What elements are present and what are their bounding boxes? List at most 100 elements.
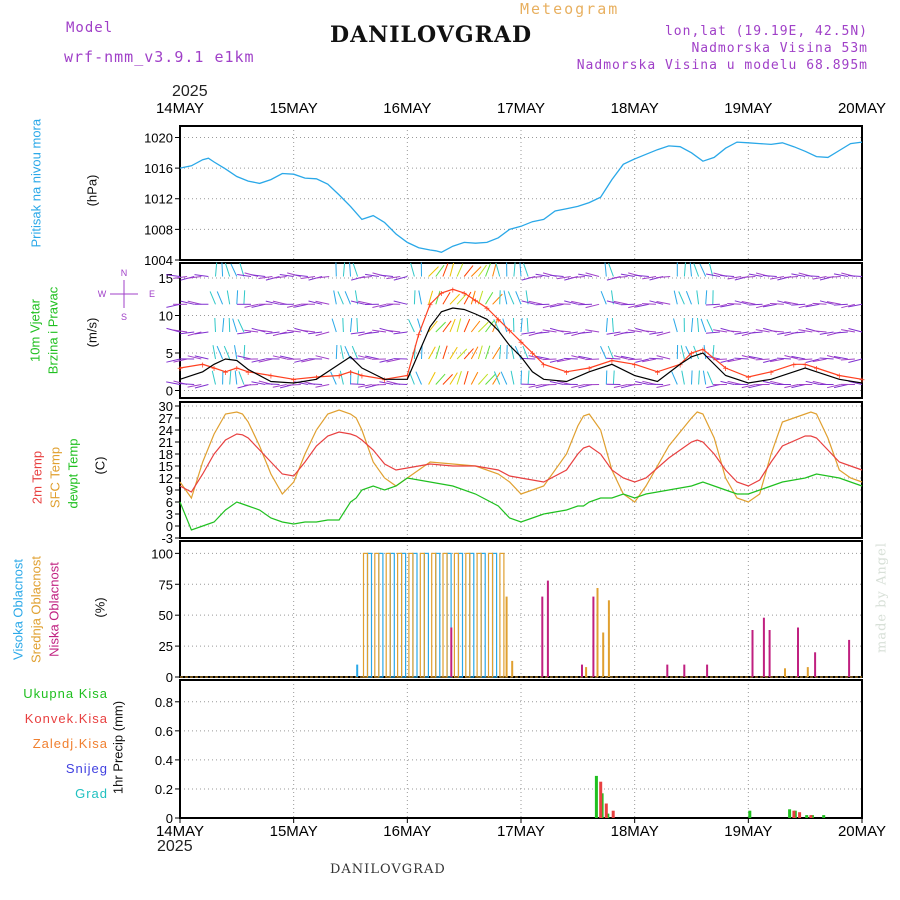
cloud-mid-bar xyxy=(419,552,425,678)
cloud-low-bar xyxy=(768,630,771,677)
wind-arrow xyxy=(272,276,287,279)
wind-arrow xyxy=(611,317,614,333)
legend-total-rain: Ukupna Kisa xyxy=(23,686,108,701)
gust-marker: + xyxy=(245,368,251,379)
wind-arrow xyxy=(393,331,408,335)
wind-arrow xyxy=(337,291,344,305)
wind-arrow xyxy=(535,331,550,334)
cloud-mid-bar xyxy=(453,552,459,678)
wind-arrow xyxy=(720,380,735,385)
wind-arrow xyxy=(712,344,715,360)
wind-arrow xyxy=(485,345,491,360)
wind-arrow xyxy=(720,358,735,363)
wind-arrow xyxy=(769,330,784,333)
wind-arrow xyxy=(258,276,273,279)
compass-n: N xyxy=(121,268,128,278)
wind-arrow xyxy=(308,331,323,335)
cloud-low-bar xyxy=(592,596,595,677)
wind-arrow xyxy=(600,291,607,305)
ytick-label: 0.4 xyxy=(155,753,173,768)
wind-arrow xyxy=(606,357,621,360)
wind-arrow xyxy=(166,381,181,385)
gust-marker: + xyxy=(234,364,240,375)
wind-arrow xyxy=(428,266,439,277)
wind-arrow xyxy=(656,301,671,305)
cloud-mid-bar xyxy=(374,552,380,678)
ytick-label: 100 xyxy=(151,546,173,561)
wind-arrow xyxy=(286,329,301,333)
wind-arrow xyxy=(357,276,372,279)
wind-arrow xyxy=(428,320,438,333)
gust-marker: + xyxy=(791,360,797,371)
wind-arrow xyxy=(776,357,792,360)
panel-frame xyxy=(179,125,863,261)
wind-arrow xyxy=(703,345,707,360)
cloud-low-bar xyxy=(666,664,669,677)
wind-arrow xyxy=(527,370,530,385)
wind-arrow xyxy=(410,262,415,277)
precip-conv-bar xyxy=(798,812,802,818)
wind-arrow xyxy=(293,274,308,277)
wind-arrow xyxy=(681,370,685,385)
wind-arrow xyxy=(272,355,287,360)
wind-arrow xyxy=(379,358,394,363)
wind-arrow xyxy=(770,358,784,363)
cloud-mid-bar xyxy=(806,667,809,677)
wind-arrow xyxy=(833,273,848,277)
wind-arrow xyxy=(286,303,301,308)
compass-e: E xyxy=(149,289,155,299)
wind-arrow xyxy=(379,303,394,308)
wind-arrow xyxy=(393,276,408,281)
wind-arrow xyxy=(463,348,474,360)
wind-arrow xyxy=(222,318,225,333)
gust-marker: + xyxy=(689,349,695,360)
wind-arrow xyxy=(364,331,379,335)
wind-arrow xyxy=(656,276,671,279)
wind-arrow xyxy=(812,358,827,363)
wind-arrow xyxy=(315,276,330,279)
wind-arrow xyxy=(685,291,692,305)
cloud-mid-bar xyxy=(385,552,391,678)
xtick-label-bottom: 18MAY xyxy=(611,823,659,840)
wind-arrow xyxy=(315,331,330,337)
ytick-label: 3 xyxy=(166,507,173,522)
wind-arrow xyxy=(470,290,476,305)
year-bottom: 2025 xyxy=(157,838,193,855)
wind-arrow xyxy=(415,371,422,385)
wind-arrow xyxy=(258,329,273,333)
wind-arrow xyxy=(223,345,231,360)
wind-arrow xyxy=(784,355,799,360)
wind-arrow xyxy=(535,273,550,277)
wind-arrow xyxy=(216,291,224,305)
wind-arrow xyxy=(520,370,522,385)
wind-arrow xyxy=(549,381,564,385)
xtick-label-top: 20MAY xyxy=(838,100,886,117)
wind-arrow xyxy=(649,357,664,360)
wind-arrow xyxy=(234,370,238,385)
wind-arrow xyxy=(635,358,650,363)
cloud-mid-bar xyxy=(362,552,369,678)
wind-arrow xyxy=(841,329,855,333)
wind-arrow xyxy=(680,345,685,360)
precip-conv-bar xyxy=(809,815,813,818)
wind-arrow xyxy=(585,303,600,309)
ytick-label: 1008 xyxy=(144,222,173,237)
wind-arrow xyxy=(702,370,707,385)
wind-arrow xyxy=(526,317,529,333)
wind-arrow xyxy=(847,275,863,277)
wind-arrow xyxy=(848,358,863,363)
legend-snow: Snijeg xyxy=(65,761,108,776)
wind-arrow xyxy=(585,358,600,361)
wind-arrow xyxy=(528,276,543,279)
wind-arrow xyxy=(470,371,479,385)
precip-conv-bar xyxy=(792,810,796,818)
gust-marker: + xyxy=(518,338,524,349)
wind-arrow xyxy=(166,303,181,308)
wind-arrow xyxy=(449,293,460,305)
wind-arrow xyxy=(230,263,238,277)
wind-arrow xyxy=(748,303,763,306)
model-name: wrf-nmm_v3.9.1 e1km xyxy=(64,48,255,66)
cloud-mid-bar xyxy=(408,552,414,678)
wind-arrow xyxy=(634,274,649,277)
